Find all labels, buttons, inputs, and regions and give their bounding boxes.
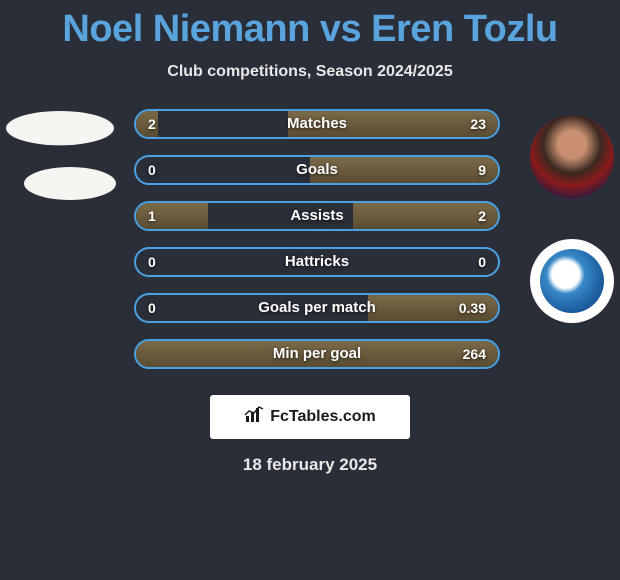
stat-bar: 0Goals9 <box>134 155 500 185</box>
bar-value-right: 9 <box>478 157 486 183</box>
club-left-logo <box>24 167 116 200</box>
stat-bar: 1Assists2 <box>134 201 500 231</box>
stat-bars: 2Matches230Goals91Assists20Hattricks00Go… <box>134 109 500 369</box>
stat-bar: Min per goal264 <box>134 339 500 369</box>
bar-label: Min per goal <box>136 341 498 367</box>
stat-bar: 0Goals per match0.39 <box>134 293 500 323</box>
player-right-avatar <box>530 115 614 199</box>
bar-label: Goals <box>136 157 498 183</box>
bar-label: Assists <box>136 203 498 229</box>
player-left-avatar <box>6 111 114 145</box>
club-right-logo <box>530 239 614 323</box>
stat-bar: 2Matches23 <box>134 109 500 139</box>
bar-value-right: 23 <box>470 111 486 137</box>
bar-value-right: 264 <box>463 341 486 367</box>
bar-value-right: 0.39 <box>459 295 486 321</box>
bar-label: Matches <box>136 111 498 137</box>
date-text: 18 february 2025 <box>0 455 620 475</box>
club-right-logo-inner <box>540 249 604 313</box>
bar-label: Hattricks <box>136 249 498 275</box>
brand-text: FcTables.com <box>270 408 376 426</box>
bar-value-right: 2 <box>478 203 486 229</box>
stat-bar: 0Hattricks0 <box>134 247 500 277</box>
bar-value-right: 0 <box>478 249 486 275</box>
subtitle: Club competitions, Season 2024/2025 <box>0 63 620 81</box>
stats-area: 2Matches230Goals91Assists20Hattricks00Go… <box>0 109 620 389</box>
brand-box[interactable]: FcTables.com <box>210 395 410 439</box>
bar-label: Goals per match <box>136 295 498 321</box>
brand-chart-icon <box>244 406 264 429</box>
page-title: Noel Niemann vs Eren Tozlu <box>0 0 620 51</box>
